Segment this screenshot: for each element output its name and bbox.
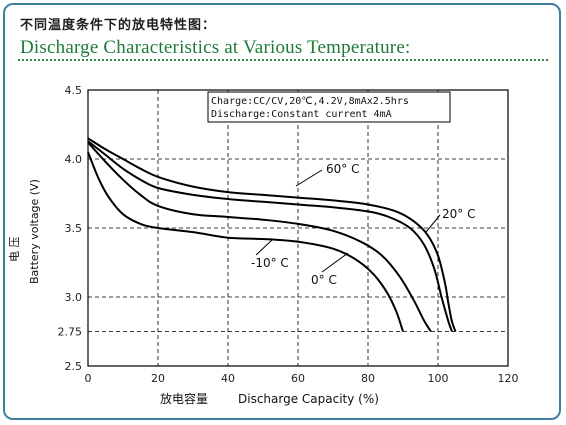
x-tick-label: 80 [361, 372, 375, 385]
series-leader-line [321, 252, 349, 273]
series-line [87, 140, 453, 332]
series-label: 0° C [311, 273, 337, 287]
title-english: Discharge Characteristics at Various Tem… [20, 37, 411, 58]
series-label: 20° C [442, 207, 475, 221]
x-tick-label: 40 [221, 372, 235, 385]
y-tick-label: 3.5 [65, 222, 83, 235]
series-leader-line [425, 214, 441, 233]
series-line [87, 137, 457, 332]
series-label: 60° C [326, 162, 359, 176]
title-chinese: 不同温度条件下的放电特性图： [20, 18, 217, 33]
x-tick-label: 0 [85, 372, 92, 385]
series-line [87, 141, 432, 333]
y-tick-label: 2.5 [65, 360, 83, 373]
y-tick-label: 2.75 [58, 326, 83, 339]
x-tick-label: 100 [428, 372, 449, 385]
x-axis-label-cn: 放电容量 [160, 391, 208, 406]
annotation-line: Discharge:Constant current 4mA [211, 109, 392, 120]
series-label: -10° C [251, 256, 289, 270]
series-leader-line [295, 169, 323, 187]
y-tick-label: 4.0 [65, 153, 83, 166]
y-tick-label: 4.5 [65, 84, 83, 97]
y-axis-label-cn: 电 压 [8, 237, 21, 263]
title-divider [18, 59, 548, 61]
y-axis-label: Battery voltage (V) [28, 179, 41, 284]
annotation-box [207, 91, 451, 123]
x-tick-label: 20 [151, 372, 165, 385]
x-axis-label: Discharge Capacity (%) [238, 392, 379, 406]
y-tick-label: 3.0 [65, 291, 83, 304]
x-tick-label: 120 [498, 372, 519, 385]
x-tick-label: 60 [291, 372, 305, 385]
series-leader-line [255, 239, 273, 256]
series-line [87, 151, 404, 332]
annotation-line: Charge:CC/CV,20℃,4.2V,8mAx2.5hrs [211, 96, 409, 107]
